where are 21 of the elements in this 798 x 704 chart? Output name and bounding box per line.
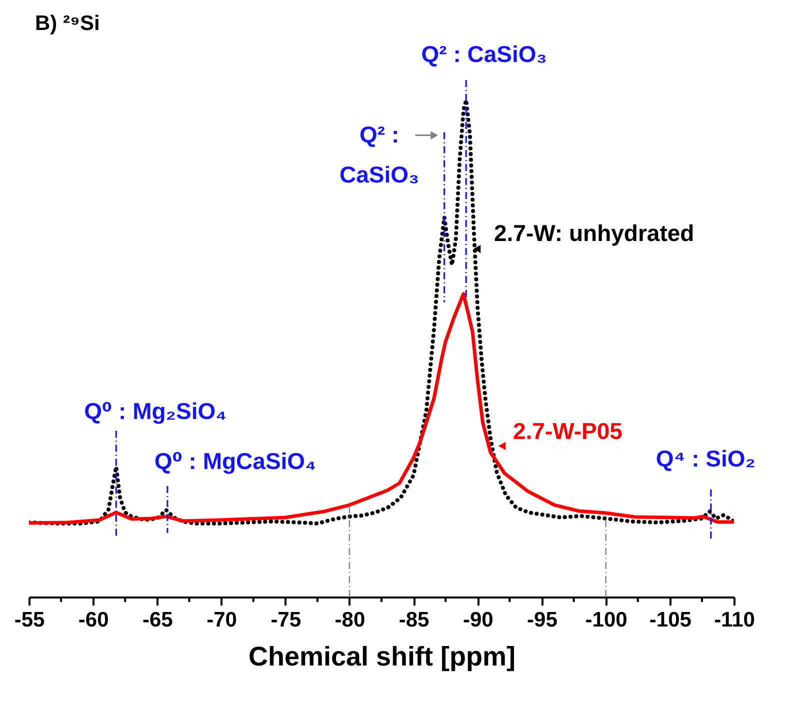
chart-title: B) ²⁹Si <box>35 12 100 35</box>
ref-line-label: Q² : CaSiO₃ <box>421 41 547 67</box>
legend-label: 2.7-W-P05 <box>513 418 623 444</box>
ref-line-label: Q⁰ : MgCaSiO₄ <box>154 448 316 474</box>
x-tick-label: -100 <box>585 608 628 632</box>
ref-line-label: Q⁴ : SiO₂ <box>656 446 756 472</box>
x-tick-label: -95 <box>527 608 558 632</box>
x-axis-title: Chemical shift [ppm] <box>248 642 516 672</box>
x-tick-label: -70 <box>206 608 237 632</box>
x-tick-label: -105 <box>649 608 692 632</box>
x-tick-label: -55 <box>14 608 45 632</box>
x-tick-label: -60 <box>78 608 109 632</box>
x-tick-label: -85 <box>398 608 430 632</box>
x-tick-label: -80 <box>334 608 366 632</box>
x-tick-label: -110 <box>714 608 755 632</box>
x-tick-label: -90 <box>462 608 494 632</box>
x-tick-label: -75 <box>270 608 302 632</box>
ref-line-label: Q² : CaSiO₃ <box>339 121 420 188</box>
x-tick-label: -65 <box>142 608 174 632</box>
legend-label: 2.7-W: unhydrated <box>494 220 694 246</box>
ref-line-label: Q⁰ : Mg₂SiO₄ <box>84 398 227 424</box>
